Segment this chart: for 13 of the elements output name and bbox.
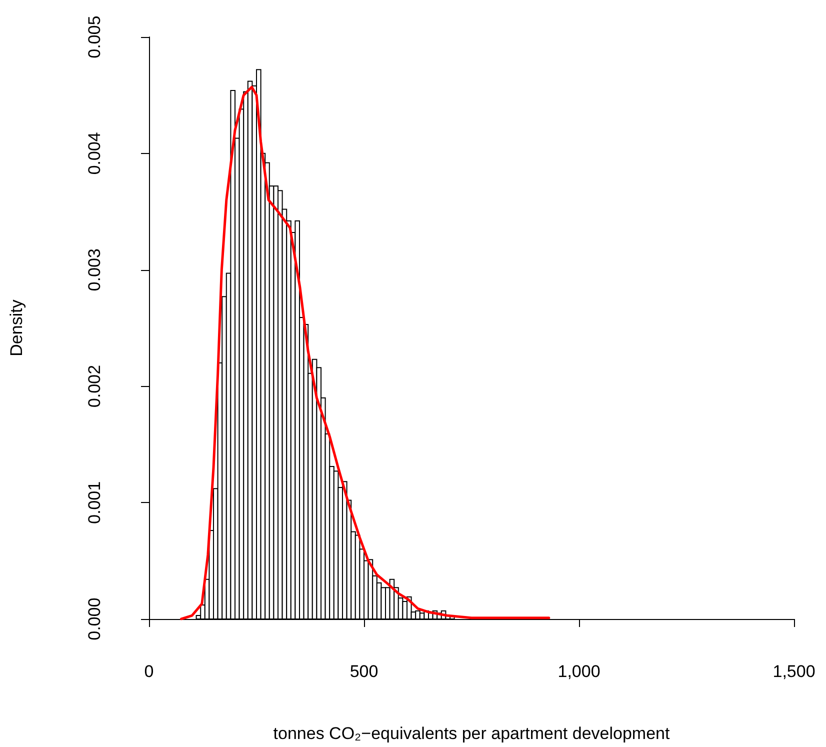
y-tick-label: 0.005 xyxy=(85,16,104,58)
x-tick-label: 1,500 xyxy=(772,662,816,681)
x-tick-label: 500 xyxy=(350,662,378,681)
y-tick-label: 0.000 xyxy=(85,598,104,640)
y-tick-label: 0.001 xyxy=(85,481,104,524)
y-tick-label: 0.003 xyxy=(85,248,104,292)
x-axis-title: tonnes CO₂−equivalents per apartment development xyxy=(273,724,670,743)
line-series xyxy=(180,86,550,620)
y-tick-label: 0.002 xyxy=(85,364,104,408)
x-tick-label: 0 xyxy=(144,662,154,681)
x-tick-label: 1,000 xyxy=(558,662,600,681)
y-axis-title: Density xyxy=(7,299,26,356)
y-tick-label: 0.004 xyxy=(85,132,104,175)
